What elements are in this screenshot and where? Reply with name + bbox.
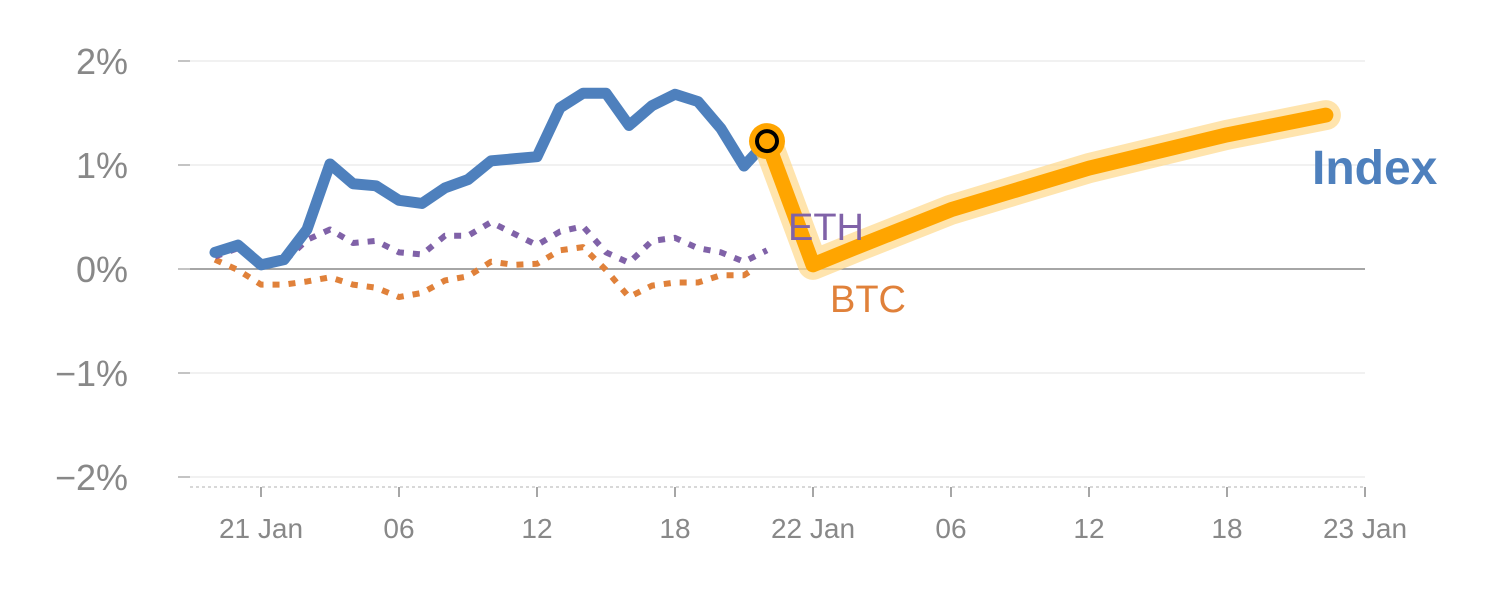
series-lines <box>209 87 1341 301</box>
y-tick-label: 1% <box>76 145 128 186</box>
x-tick-label: 06 <box>935 513 966 544</box>
y-tick-label: −2% <box>55 457 128 498</box>
grid-lines <box>190 60 1365 478</box>
series-line-index <box>209 87 773 271</box>
x-tick-label: 12 <box>521 513 552 544</box>
series-line-btc <box>213 244 758 301</box>
y-tick-label: 2% <box>76 41 128 82</box>
x-tick-label: 23 Jan <box>1323 513 1407 544</box>
x-axis: 21 Jan 06 12 18 22 Jan 06 12 18 23 Jan <box>190 486 1407 544</box>
x-tick-label: 18 <box>1211 513 1242 544</box>
x-tick-label: 22 Jan <box>771 513 855 544</box>
y-tick-label: 0% <box>76 249 128 290</box>
x-tick-label: 06 <box>383 513 414 544</box>
series-line-forecast <box>759 107 1334 273</box>
x-tick-label: 18 <box>659 513 690 544</box>
series-labels: ETH BTC Index <box>788 142 1438 321</box>
y-axis: 2% 1% 0% −1% −2% <box>55 41 190 498</box>
y-tick-label: −1% <box>55 353 128 394</box>
x-tick-label: 12 <box>1073 513 1104 544</box>
x-tick-label: 21 Jan <box>219 513 303 544</box>
series-label-index: Index <box>1312 142 1438 195</box>
series-label-btc: BTC <box>830 279 906 321</box>
series-line-eth <box>213 219 769 270</box>
series-label-eth: ETH <box>788 207 864 249</box>
current-point-ring <box>755 129 779 154</box>
